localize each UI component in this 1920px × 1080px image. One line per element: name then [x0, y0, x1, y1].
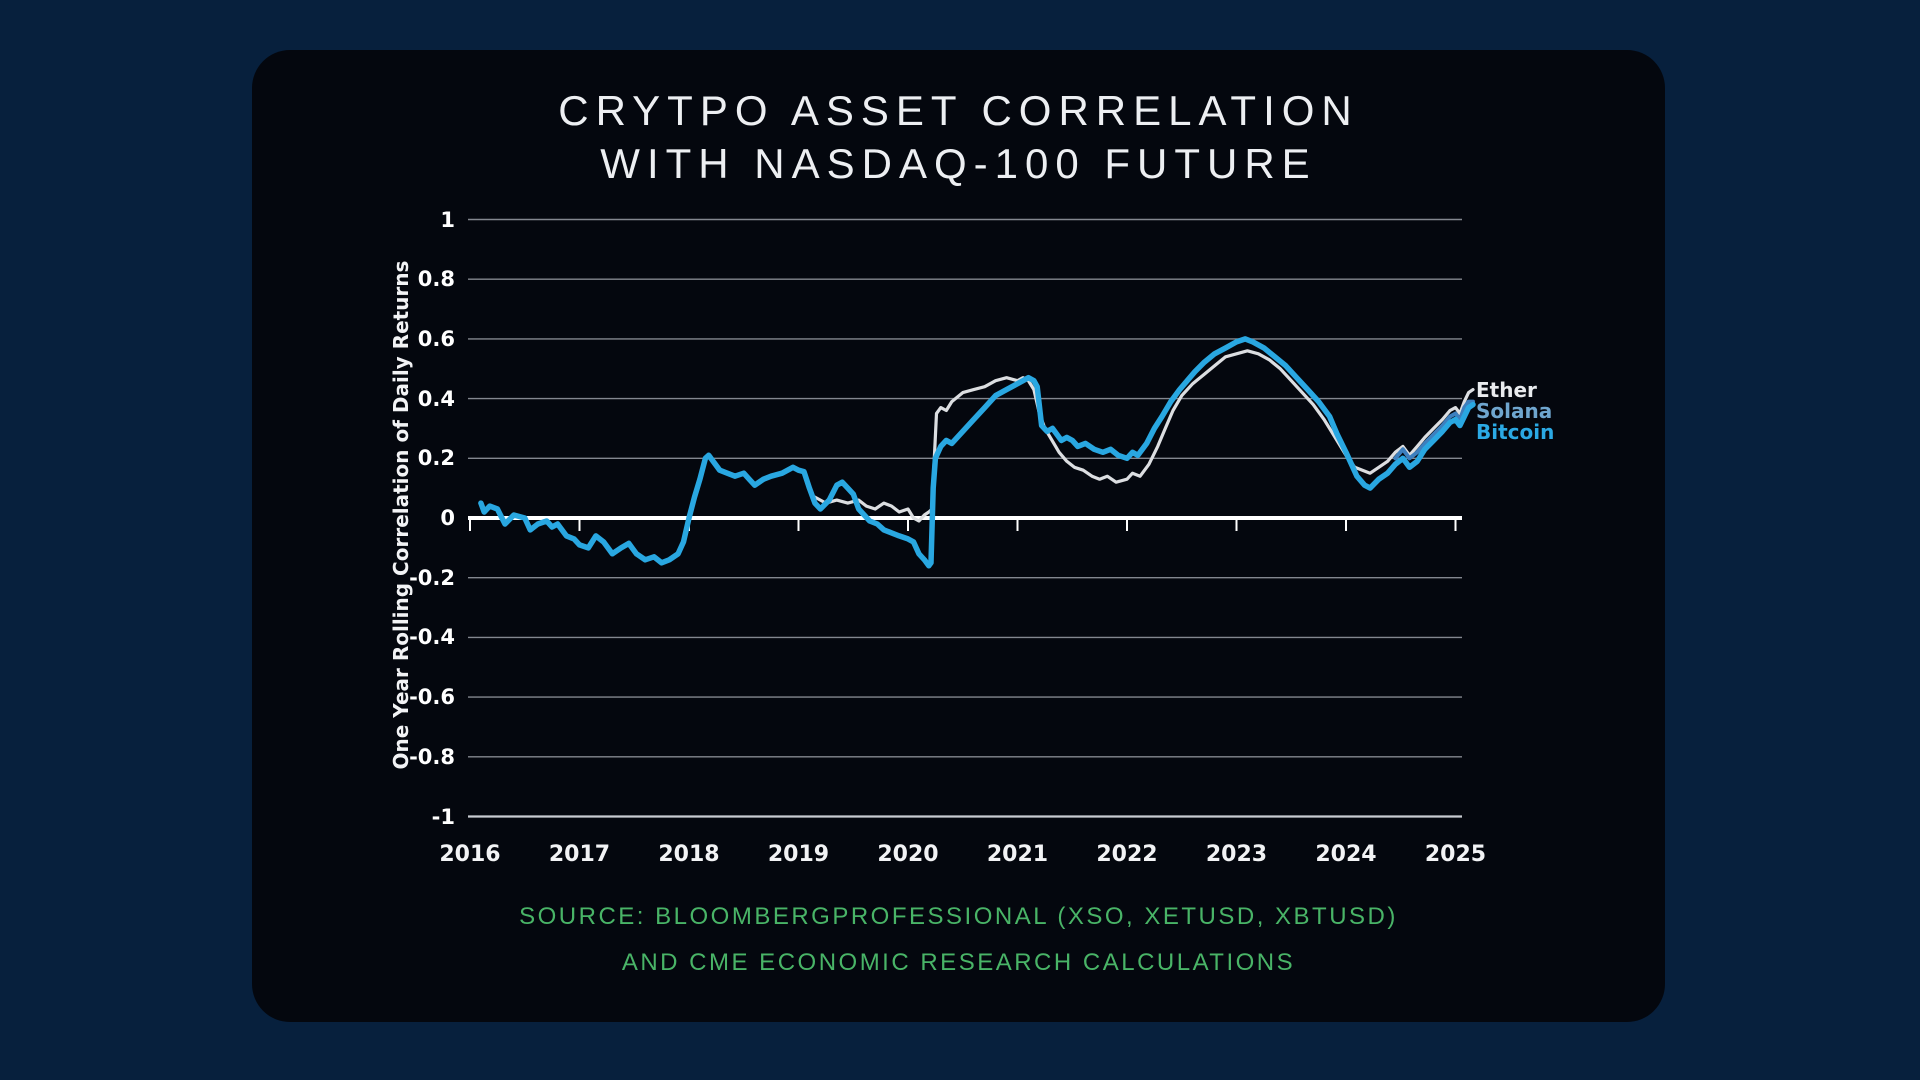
- chart-panel: [252, 50, 1665, 1022]
- chart-title-line2: WITH NASDAQ-100 FUTURE: [600, 140, 1317, 187]
- x-tick-label-2017: 2017: [548, 842, 611, 867]
- legend-label-solana: Solana: [1476, 399, 1553, 423]
- chart-legend: Ether Solana Bitcoin: [1476, 380, 1554, 443]
- legend-label-ether: Ether: [1476, 378, 1537, 402]
- source-note-line1: SOURCE: BLOOMBERGPROFESSIONAL (XSO, XETU…: [519, 903, 1398, 930]
- ether-line: [813, 349, 1475, 523]
- y-tick-label-0.2: 0.2: [417, 446, 455, 471]
- y-tick-label-0.6: 0.6: [417, 326, 455, 351]
- solana-line: [1393, 399, 1475, 461]
- x-tick-label-2020: 2020: [877, 842, 939, 867]
- y-tick-label-0.4: 0.4: [417, 386, 455, 411]
- y-tick-label-0: 0: [440, 506, 455, 530]
- x-tick-label-2019: 2019: [767, 842, 830, 867]
- bitcoin-line: [478, 336, 1476, 569]
- y-tick-label--1: -1: [431, 804, 455, 829]
- source-note-line2: AND CME ECONOMIC RESEARCH CALCULATIONS: [621, 949, 1296, 976]
- x-tick-label-2018: 2018: [658, 842, 720, 867]
- x-tick-label-2025: 2025: [1424, 842, 1487, 867]
- y-tick-label-1: 1: [440, 207, 455, 232]
- x-tick-label-2023: 2023: [1205, 842, 1268, 867]
- y-tick-label--0.2: -0.2: [409, 565, 455, 590]
- x-tick-label-2016: 2016: [439, 842, 501, 867]
- y-tick-label--0.8: -0.8: [409, 744, 455, 769]
- chart-title: CRYTPO ASSET CORRELATION WITH NASDAQ-100…: [252, 84, 1665, 190]
- y-tick-label-0.8: 0.8: [417, 267, 455, 292]
- x-tick-label-2022: 2022: [1096, 842, 1158, 867]
- x-tick-label-2024: 2024: [1315, 842, 1377, 867]
- legend-label-bitcoin: Bitcoin: [1476, 420, 1555, 444]
- x-tick-label-2021: 2021: [986, 842, 1049, 867]
- y-tick-label--0.4: -0.4: [409, 625, 455, 650]
- y-tick-label--0.6: -0.6: [409, 685, 455, 710]
- chart-title-line1: CRYTPO ASSET CORRELATION: [558, 87, 1359, 134]
